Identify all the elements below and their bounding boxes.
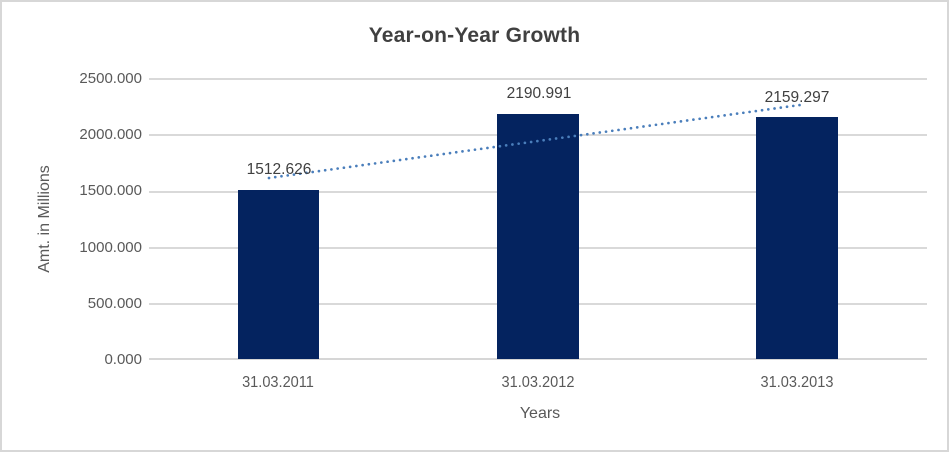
xtick-label-2012: 31.03.2012 <box>501 374 575 391</box>
xtick-label-2013: 31.03.2013 <box>760 374 834 391</box>
y-axis-title: Amt. in Millions <box>36 165 53 273</box>
bar-2011 <box>238 190 319 359</box>
ytick-label-2500: 2500.000 <box>79 70 142 87</box>
chart-title: Year-on-Year Growth <box>368 24 581 47</box>
ytick-label-0: 0.000 <box>104 351 142 368</box>
bar-2012 <box>497 114 579 359</box>
ytick-label-1500: 1500.000 <box>79 182 142 199</box>
data-label-2012: 2190.991 <box>506 85 572 102</box>
gridline-2500 <box>149 78 927 80</box>
ytick-label-1000: 1000.000 <box>79 239 142 256</box>
ytick-label-500: 500.000 <box>87 295 142 312</box>
bar-2013 <box>756 117 838 359</box>
ytick-label-2000: 2000.000 <box>79 126 142 143</box>
x-axis-line <box>149 358 927 360</box>
xtick-label-2011: 31.03.2011 <box>242 374 314 391</box>
data-label-2013: 2159.297 <box>764 89 830 106</box>
data-label-2011: 1512.626 <box>246 161 312 178</box>
x-axis-title: Years <box>519 405 561 422</box>
